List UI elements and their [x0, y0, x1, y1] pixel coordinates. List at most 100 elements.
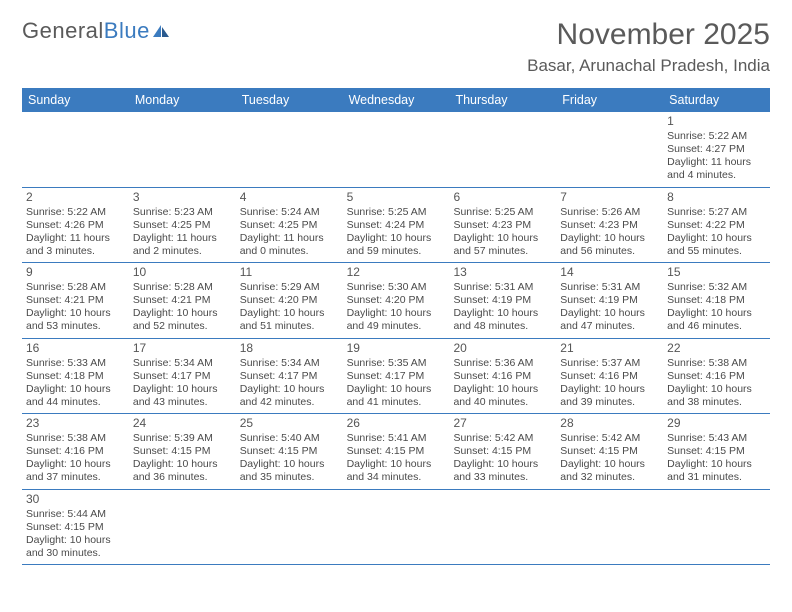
- daylight-text: Daylight: 10 hours and 47 minutes.: [560, 307, 659, 333]
- sunset-text: Sunset: 4:17 PM: [347, 370, 446, 383]
- empty-cell: [236, 112, 343, 187]
- sunrise-text: Sunrise: 5:43 AM: [667, 432, 766, 445]
- day-cell: 29Sunrise: 5:43 AMSunset: 4:15 PMDayligh…: [663, 414, 770, 489]
- sunrise-text: Sunrise: 5:39 AM: [133, 432, 232, 445]
- sunset-text: Sunset: 4:15 PM: [453, 445, 552, 458]
- daylight-text: Daylight: 10 hours and 33 minutes.: [453, 458, 552, 484]
- sunset-text: Sunset: 4:15 PM: [240, 445, 339, 458]
- empty-cell: [129, 490, 236, 565]
- day-cell: 17Sunrise: 5:34 AMSunset: 4:17 PMDayligh…: [129, 339, 236, 414]
- day-cell: 18Sunrise: 5:34 AMSunset: 4:17 PMDayligh…: [236, 339, 343, 414]
- day-number: 25: [240, 416, 339, 431]
- daylight-text: Daylight: 10 hours and 43 minutes.: [133, 383, 232, 409]
- day-cell: 15Sunrise: 5:32 AMSunset: 4:18 PMDayligh…: [663, 263, 770, 338]
- week-row: 9 Sunrise: 5:28 AMSunset: 4:21 PM Daylight…: [22, 263, 770, 339]
- sunset-text: Sunset: 4:15 PM: [26, 521, 125, 534]
- day-cell: 3Sunrise: 5:23 AMSunset: 4:25 PMDaylight…: [129, 188, 236, 263]
- day-number: 5: [347, 190, 446, 205]
- day-cell: 10Sunrise: 5:28 AMSunset: 4:21 PMDayligh…: [129, 263, 236, 338]
- sunrise-text: Sunrise: 5:26 AM: [560, 206, 659, 219]
- sunset-text: Sunset: 4:15 PM: [560, 445, 659, 458]
- sunrise-text: Sunrise: 5:23 AM: [133, 206, 232, 219]
- day-cell: 4Sunrise: 5:24 AMSunset: 4:25 PMDaylight…: [236, 188, 343, 263]
- day-cell: 5Sunrise: 5:25 AMSunset: 4:24 PMDaylight…: [343, 188, 450, 263]
- day-number: 24: [133, 416, 232, 431]
- sunrise-text: Sunrise: 5:35 AM: [347, 357, 446, 370]
- empty-cell: [556, 490, 663, 565]
- weekday-header: Sunday: [22, 88, 129, 112]
- day-cell: 21Sunrise: 5:37 AMSunset: 4:16 PMDayligh…: [556, 339, 663, 414]
- sunrise-text: Sunrise: 5:40 AM: [240, 432, 339, 445]
- sunset-text: Sunset: 4:22 PM: [667, 219, 766, 232]
- daylight-text: Daylight: 10 hours and 57 minutes.: [453, 232, 552, 258]
- day-cell: 13Sunrise: 5:31 AMSunset: 4:19 PMDayligh…: [449, 263, 556, 338]
- daylight-text: Daylight: 11 hours and 0 minutes.: [240, 232, 339, 258]
- day-number: 7: [560, 190, 659, 205]
- day-number: 16: [26, 341, 125, 356]
- daylight-text: Daylight: 10 hours and 39 minutes.: [560, 383, 659, 409]
- sunrise-text: Sunrise: 5:38 AM: [26, 432, 125, 445]
- sunrise-text: Sunrise: 5:42 AM: [560, 432, 659, 445]
- sunrise-text: Sunrise: 5:27 AM: [667, 206, 766, 219]
- sunset-text: Sunset: 4:18 PM: [26, 370, 125, 383]
- calendar: SundayMondayTuesdayWednesdayThursdayFrid…: [22, 88, 770, 565]
- day-cell: 16Sunrise: 5:33 AMSunset: 4:18 PMDayligh…: [22, 339, 129, 414]
- day-number: 4: [240, 190, 339, 205]
- daylight-text: Daylight: 10 hours and 56 minutes.: [560, 232, 659, 258]
- sunrise-text: Sunrise: 5:44 AM: [26, 508, 125, 521]
- day-number: 18: [240, 341, 339, 356]
- day-number: 2: [26, 190, 125, 205]
- day-number: 14: [560, 265, 659, 280]
- day-cell: 1Sunrise: 5:22 AMSunset: 4:27 PMDaylight…: [663, 112, 770, 187]
- sunset-text: Sunset: 4:21 PM: [133, 294, 232, 307]
- day-cell: 11Sunrise: 5:29 AMSunset: 4:20 PMDayligh…: [236, 263, 343, 338]
- sunrise-text: Sunrise: 5:25 AM: [347, 206, 446, 219]
- empty-cell: [22, 112, 129, 187]
- weeks-container: 1Sunrise: 5:22 AMSunset: 4:27 PMDaylight…: [22, 112, 770, 565]
- title-block: November 2025 Basar, Arunachal Pradesh, …: [527, 18, 770, 76]
- sunset-text: Sunset: 4:23 PM: [453, 219, 552, 232]
- week-row: 23Sunrise: 5:38 AMSunset: 4:16 PMDayligh…: [22, 414, 770, 490]
- daylight-text: Daylight: 10 hours and 42 minutes.: [240, 383, 339, 409]
- day-cell: 26Sunrise: 5:41 AMSunset: 4:15 PMDayligh…: [343, 414, 450, 489]
- daylight-text: Daylight: 10 hours and 41 minutes.: [347, 383, 446, 409]
- day-cell: 22Sunrise: 5:38 AMSunset: 4:16 PMDayligh…: [663, 339, 770, 414]
- day-cell: 6Sunrise: 5:25 AMSunset: 4:23 PMDaylight…: [449, 188, 556, 263]
- daylight-text: Daylight: 10 hours and 53 minutes.: [26, 307, 125, 333]
- day-number: 8: [667, 190, 766, 205]
- day-number: 23: [26, 416, 125, 431]
- sunset-text: Sunset: 4:18 PM: [667, 294, 766, 307]
- empty-cell: [343, 490, 450, 565]
- weekday-header: Saturday: [663, 88, 770, 112]
- day-cell: 19Sunrise: 5:35 AMSunset: 4:17 PMDayligh…: [343, 339, 450, 414]
- sunrise-text: Sunrise: 5:38 AM: [667, 357, 766, 370]
- sunset-text: Sunset: 4:24 PM: [347, 219, 446, 232]
- location-subtitle: Basar, Arunachal Pradesh, India: [527, 56, 770, 76]
- sunrise-text: Sunrise: 5:31 AM: [560, 281, 659, 294]
- sunset-text: Sunset: 4:15 PM: [667, 445, 766, 458]
- day-number: 13: [453, 265, 552, 280]
- sunset-text: Sunset: 4:19 PM: [560, 294, 659, 307]
- day-number: 17: [133, 341, 232, 356]
- sunset-text: Sunset: 4:19 PM: [453, 294, 552, 307]
- sunrise-text: Sunrise: 5:28 AM: [133, 281, 232, 294]
- logo: General Blue: [22, 18, 170, 44]
- sunrise-text: Sunrise: 5:42 AM: [453, 432, 552, 445]
- day-cell: 25Sunrise: 5:40 AMSunset: 4:15 PMDayligh…: [236, 414, 343, 489]
- weekday-header: Friday: [556, 88, 663, 112]
- day-number: 20: [453, 341, 552, 356]
- weekday-header: Tuesday: [236, 88, 343, 112]
- daylight-text: Daylight: 10 hours and 51 minutes.: [240, 307, 339, 333]
- day-cell: 14Sunrise: 5:31 AMSunset: 4:19 PMDayligh…: [556, 263, 663, 338]
- daylight-text: Daylight: 10 hours and 30 minutes.: [26, 534, 125, 560]
- daylight-text: Daylight: 10 hours and 55 minutes.: [667, 232, 766, 258]
- weekday-header: Wednesday: [343, 88, 450, 112]
- sunset-text: Sunset: 4:16 PM: [560, 370, 659, 383]
- day-number: 21: [560, 341, 659, 356]
- sunrise-text: Sunrise: 5:30 AM: [347, 281, 446, 294]
- sunrise-text: Sunrise: 5:37 AM: [560, 357, 659, 370]
- daylight-text: Daylight: 10 hours and 32 minutes.: [560, 458, 659, 484]
- day-number: 6: [453, 190, 552, 205]
- day-number: 9: [26, 265, 125, 280]
- day-number: 11: [240, 265, 339, 280]
